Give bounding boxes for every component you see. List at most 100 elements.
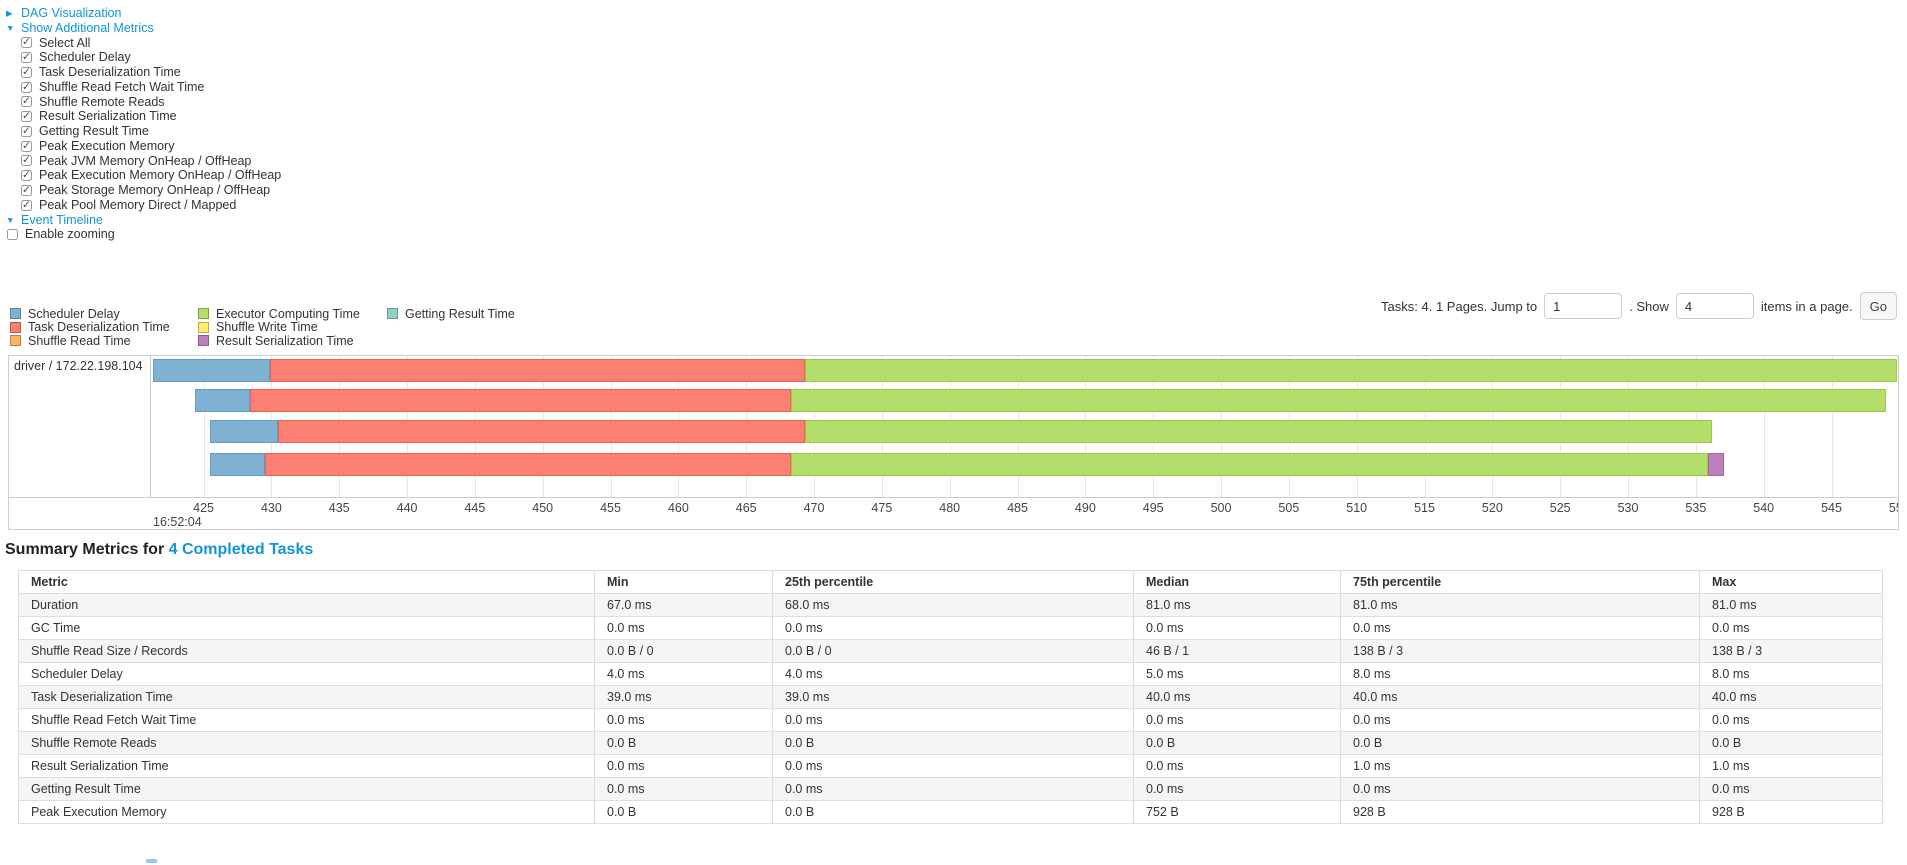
- axis-tick-label: 545: [1821, 501, 1842, 515]
- task-bar-segment-executor[interactable]: [790, 453, 1709, 476]
- axis-tick-label: 475: [871, 501, 893, 515]
- event-timeline-toggle[interactable]: ▼ Event Timeline: [6, 213, 281, 228]
- task-bar-segment-deserialization[interactable]: [278, 420, 805, 443]
- axis-tick-label: 525: [1549, 501, 1571, 515]
- table-cell: Duration: [18, 593, 595, 617]
- check-icon: ✓: [22, 36, 31, 49]
- table-row: Shuffle Remote Reads 0.0 B 0.0 B 0.0 B 0.0 B…: [18, 731, 1883, 755]
- jump-to-page-input[interactable]: [1544, 293, 1623, 319]
- expanded-arrow-icon: ▼: [6, 214, 15, 225]
- metric-checkbox[interactable]: ✓: [21, 199, 32, 211]
- metric-checkbox-label: Getting Result Time: [39, 124, 149, 138]
- table-row: GC Time 0.0 ms 0.0 ms 0.0 ms 0.0 ms 0.0 ms: [18, 616, 1883, 640]
- metric-checkbox[interactable]: ✓: [21, 139, 32, 152]
- go-button[interactable]: Go: [1859, 292, 1897, 320]
- event-timeline-link[interactable]: Event Timeline: [21, 212, 103, 227]
- dag-visualization-link[interactable]: DAG Visualization: [21, 6, 122, 20]
- axis-tick-label: 495: [1142, 501, 1164, 515]
- metric-checkbox-label: Shuffle Remote Reads: [39, 94, 165, 109]
- task-bar-segment-executor[interactable]: [804, 359, 1897, 382]
- axis-tick-label: 510: [1346, 501, 1368, 515]
- task-bar-segment-executor[interactable]: [804, 420, 1713, 443]
- gridline: [1763, 356, 1765, 497]
- metric-checkbox-row: ✓ Shuffle Read Fetch Wait Time: [21, 80, 281, 95]
- table-cell: 0.0 ms: [594, 754, 773, 778]
- legend-item: Scheduler Delay: [10, 307, 170, 321]
- task-bar-segment-scheduler_delay[interactable]: [153, 359, 270, 382]
- enable-zooming-checkbox[interactable]: [7, 229, 18, 241]
- table-cell: 0.0 B: [1340, 731, 1700, 755]
- task-bar-segment-scheduler_delay[interactable]: [210, 420, 279, 443]
- task-bar-segment-deserialization[interactable]: [264, 453, 791, 476]
- axis-tick-label: 440: [396, 501, 418, 515]
- table-cell: 0.0 ms: [1340, 616, 1700, 640]
- legend-swatch-scheduler_delay: [10, 308, 21, 320]
- table-cell: 68.0 ms: [772, 593, 1134, 617]
- metric-checkbox-label: Peak Storage Memory OnHeap / OffHeap: [39, 183, 271, 197]
- metrics-checkbox-list: ✓ Select All ✓ Scheduler Delay ✓ Task Deseria…: [21, 36, 281, 213]
- task-bar-segment-deserialization[interactable]: [249, 389, 791, 412]
- table-cell: 0.0 B / 0: [772, 639, 1134, 663]
- table-cell: Shuffle Read Fetch Wait Time: [18, 708, 595, 732]
- check-icon: ✓: [22, 154, 31, 167]
- table-cell: 0.0 ms: [772, 777, 1134, 801]
- table-cell: Scheduler Delay: [18, 662, 595, 686]
- table-cell: 81.0 ms: [1699, 593, 1883, 617]
- metric-checkbox[interactable]: ✓: [21, 169, 32, 182]
- metric-checkbox-label: Result Serialization Time: [39, 109, 177, 124]
- task-bar-segment-scheduler_delay[interactable]: [195, 389, 250, 412]
- metric-checkbox[interactable]: ✓: [21, 184, 32, 196]
- axis-tick-label: 490: [1074, 501, 1096, 515]
- table-cell: 39.0 ms: [594, 685, 773, 709]
- metric-checkbox[interactable]: ✓: [21, 95, 32, 108]
- task-bar-segment-scheduler_delay[interactable]: [210, 453, 265, 476]
- summary-metrics-heading: Summary Metrics for 4 Completed Tasks: [5, 541, 313, 559]
- table-row: Peak Execution Memory 0.0 B 0.0 B 752 B 928 …: [18, 800, 1883, 824]
- metric-checkbox[interactable]: ✓: [21, 51, 32, 64]
- metric-checkbox[interactable]: ✓: [21, 124, 32, 137]
- completed-tasks-link[interactable]: 4 Completed Tasks: [168, 541, 314, 558]
- axis-start-time-label: 16:52:04: [153, 515, 202, 529]
- task-bar-segment-serialization[interactable]: [1708, 453, 1725, 476]
- metric-checkbox[interactable]: ✓: [21, 66, 32, 78]
- metric-checkbox-label: Peak JVM Memory OnHeap / OffHeap: [39, 153, 252, 168]
- axis-tick-label: 430: [260, 501, 282, 515]
- axis-tick-label: 450: [532, 501, 554, 515]
- show-additional-metrics-toggle[interactable]: ▼ Show Additional Metrics: [6, 21, 281, 36]
- show-additional-metrics-link[interactable]: Show Additional Metrics: [21, 20, 154, 35]
- task-bar-segment-deserialization[interactable]: [270, 359, 805, 382]
- table-row: Scheduler Delay 4.0 ms 4.0 ms 5.0 ms 8.0 ms 8…: [18, 662, 1883, 686]
- metric-checkbox[interactable]: ✓: [21, 36, 32, 49]
- legend-swatch-deserialization: [10, 321, 21, 333]
- table-row: Result Serialization Time 0.0 ms 0.0 ms 0.0…: [18, 754, 1883, 778]
- timeline-legend: Scheduler Delay Task Deserialization Time…: [10, 307, 630, 351]
- table-cell: Peak Execution Memory: [18, 800, 595, 824]
- check-icon: ✓: [22, 139, 31, 152]
- legend-item: Result Serialization Time: [198, 334, 360, 348]
- legend-item: Getting Result Time: [387, 307, 515, 321]
- metric-checkbox[interactable]: ✓: [21, 110, 32, 123]
- table-cell: 40.0 ms: [1340, 685, 1700, 709]
- metric-checkbox-label: Peak Pool Memory Direct / Mapped: [39, 197, 237, 212]
- table-cell: 40.0 ms: [1699, 685, 1883, 709]
- table-cell: 81.0 ms: [1340, 593, 1700, 617]
- table-cell: 5.0 ms: [1133, 662, 1341, 686]
- table-cell: 0.0 ms: [1133, 616, 1341, 640]
- task-bar-segment-executor[interactable]: [790, 389, 1886, 412]
- legend-label: Getting Result Time: [405, 306, 515, 321]
- metric-checkbox[interactable]: ✓: [21, 154, 32, 167]
- table-cell: 0.0 B: [772, 800, 1134, 824]
- axis-tick-label: 515: [1414, 501, 1435, 515]
- items-per-page-input[interactable]: [1675, 293, 1754, 319]
- check-icon: ✓: [22, 124, 31, 137]
- axis-tick-label: 445: [464, 501, 486, 515]
- dag-visualization-toggle[interactable]: ▶ DAG Visualization: [6, 6, 281, 21]
- enable-zooming-row: Enable zooming: [7, 227, 281, 242]
- metric-checkbox-label: Shuffle Read Fetch Wait Time: [39, 79, 205, 94]
- clipped-next-section-element: [146, 859, 157, 863]
- table-cell: 138 B / 3: [1699, 639, 1883, 663]
- metric-checkbox[interactable]: ✓: [21, 81, 32, 93]
- table-cell: 4.0 ms: [594, 662, 773, 686]
- check-icon: ✓: [22, 110, 31, 123]
- legend-swatch-getting_result: [387, 308, 398, 320]
